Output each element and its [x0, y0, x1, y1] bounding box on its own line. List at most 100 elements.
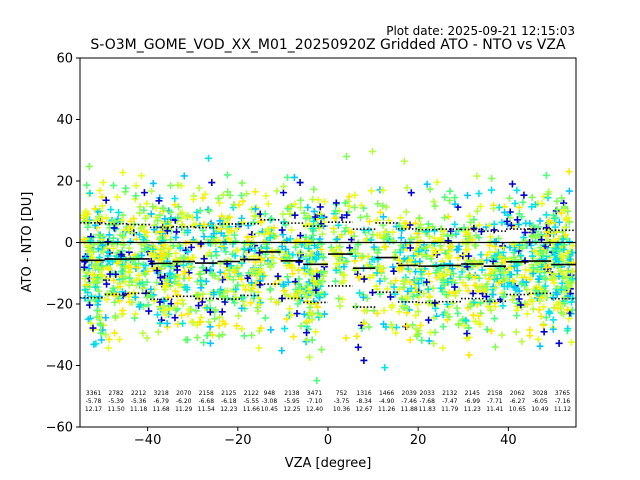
- scatter-point: [313, 303, 321, 311]
- scatter-point: [554, 304, 562, 312]
- scatter-point: [366, 217, 374, 225]
- scatter-point: [267, 295, 275, 303]
- scatter-point: [289, 333, 297, 341]
- scatter-point: [149, 179, 157, 187]
- scatter-point: [420, 290, 428, 298]
- scatter-point: [149, 203, 157, 211]
- scatter-point: [111, 217, 119, 225]
- scatter-point: [97, 329, 105, 337]
- bin-label: 11.12: [554, 406, 571, 413]
- scatter-point: [490, 315, 498, 323]
- scatter-point: [443, 300, 451, 308]
- scatter-point: [363, 212, 371, 220]
- scatter-point: [396, 214, 404, 222]
- scatter-point: [239, 197, 247, 205]
- scatter-point: [227, 227, 235, 235]
- scatter-point: [318, 240, 326, 248]
- scatter-point: [234, 246, 242, 254]
- scatter-point: [87, 319, 95, 327]
- scatter-point: [499, 302, 507, 310]
- scatter-point: [439, 323, 447, 331]
- scatter-point: [345, 193, 353, 201]
- scatter-point: [153, 267, 161, 275]
- scatter-point: [417, 268, 425, 276]
- scatter-point: [425, 232, 433, 240]
- scatter-point: [314, 196, 322, 204]
- scatter-point: [565, 281, 573, 289]
- bin-label: -6.68: [198, 398, 214, 405]
- scatter-point: [234, 263, 242, 271]
- scatter-point: [477, 251, 485, 259]
- scatter-point: [495, 203, 503, 211]
- scatter-point: [417, 221, 425, 229]
- scatter-point: [407, 234, 415, 242]
- scatter-point: [472, 242, 480, 250]
- scatter-point: [561, 299, 569, 307]
- bin-label: 2145: [465, 390, 480, 397]
- scatter-point: [105, 344, 113, 352]
- scatter-point: [266, 263, 274, 271]
- scatter-point: [109, 234, 117, 242]
- scatter-point: [128, 229, 136, 237]
- scatter-point: [542, 264, 550, 272]
- scatter-point: [229, 276, 237, 284]
- scatter-point: [267, 285, 275, 293]
- bin-label: 2062: [510, 390, 525, 397]
- scatter-point: [379, 213, 387, 221]
- scatter-point: [215, 199, 223, 207]
- scatter-point: [255, 301, 263, 309]
- scatter-point: [417, 321, 425, 329]
- scatter-point: [238, 179, 246, 187]
- bin-label: 12.40: [306, 406, 323, 413]
- scatter-point: [156, 319, 164, 327]
- scatter-point: [392, 277, 400, 285]
- scatter-point: [139, 236, 147, 244]
- bin-label: 2158: [487, 390, 502, 397]
- scatter-point: [136, 209, 144, 217]
- scatter-point: [102, 314, 110, 322]
- scatter-point: [192, 307, 200, 315]
- scatter-point: [448, 231, 456, 239]
- scatter-point: [204, 206, 212, 214]
- scatter-point: [184, 229, 192, 237]
- scatter-point: [491, 343, 499, 351]
- scatter-point: [104, 248, 112, 256]
- scatter-point: [439, 344, 447, 352]
- scatter-point: [310, 277, 318, 285]
- scatter-point: [381, 243, 389, 251]
- scatter-point: [446, 197, 454, 205]
- scatter-point: [549, 294, 557, 302]
- scatter-point: [504, 283, 512, 291]
- scatter-point: [402, 219, 410, 227]
- bin-label: 11.23: [464, 406, 481, 413]
- scatter-point: [359, 252, 367, 260]
- scatter-point: [247, 279, 255, 287]
- scatter-point: [511, 284, 519, 292]
- scatter-point: [219, 317, 227, 325]
- scatter-point: [300, 209, 308, 217]
- scatter-point: [306, 220, 314, 228]
- scatter-point: [330, 228, 338, 236]
- scatter-point: [528, 193, 536, 201]
- scatter-point: [171, 273, 179, 281]
- scatter-point: [316, 203, 324, 211]
- scatter-point: [216, 313, 224, 321]
- y-tick-label: 0: [65, 236, 73, 251]
- scatter-point: [99, 178, 107, 186]
- scatter-point: [203, 304, 211, 312]
- scatter-point: [498, 259, 506, 267]
- scatter-point: [341, 199, 349, 207]
- scatter-point: [295, 280, 303, 288]
- scatter-point: [318, 230, 326, 238]
- bin-label: 2782: [108, 390, 123, 397]
- scatter-point: [181, 283, 189, 291]
- scatter-point: [439, 230, 447, 238]
- scatter-point: [182, 239, 190, 247]
- scatter-point: [564, 292, 572, 300]
- bin-label: -7.68: [419, 398, 435, 405]
- scatter-point: [106, 270, 114, 278]
- scatter-point: [80, 235, 88, 243]
- scatter-point: [462, 240, 470, 248]
- scatter-point: [135, 231, 143, 239]
- scatter-point: [552, 214, 560, 222]
